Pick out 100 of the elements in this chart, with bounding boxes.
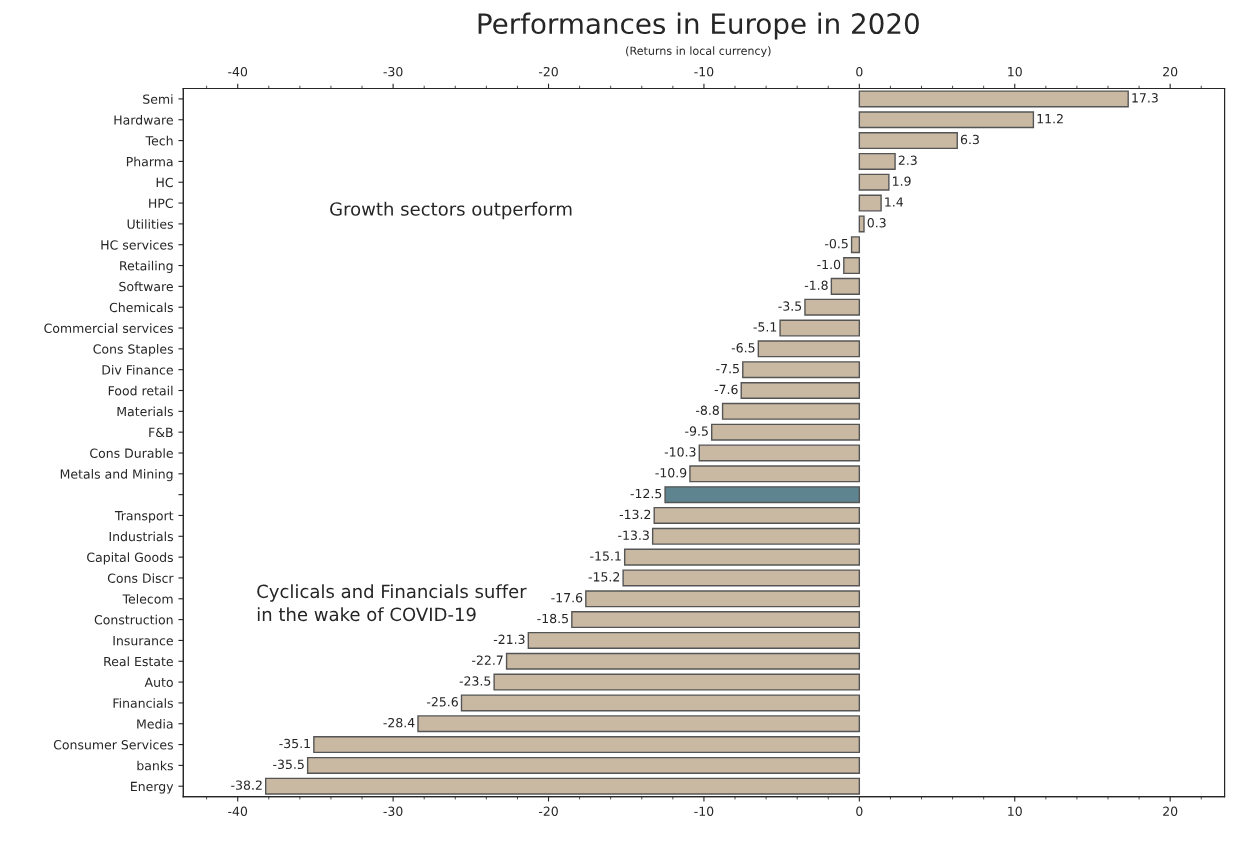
bar: [653, 506, 861, 524]
y-tick-label: Software: [119, 281, 173, 292]
y-tick-label: Div Finance: [102, 364, 173, 375]
bar: [804, 298, 861, 316]
data-label: -23.5: [459, 676, 491, 686]
y-tick-label: Cons Discr: [107, 573, 174, 583]
data-label: 6.3: [960, 134, 979, 145]
annotation: Cyclicals and Financials suffer in the wake of COVID-19: [257, 584, 527, 622]
bar: [689, 465, 861, 483]
x2-tick-label: 10: [1008, 66, 1022, 77]
y-tick-label: Metals and Mining: [60, 469, 173, 482]
chart-subtitle: (Returns in local currency): [626, 46, 771, 58]
y-tick-label: Tech: [145, 135, 173, 146]
y-tick-label: Media: [137, 718, 173, 729]
y-tick-label: HC: [156, 177, 173, 188]
bar: [622, 569, 861, 587]
bar: [698, 444, 861, 462]
y-tick-label: Financials: [113, 698, 173, 708]
y-tick-label: Real Estate: [104, 656, 173, 667]
y-tick-label: Hardware: [114, 115, 173, 125]
y-tick-label: Retailing: [120, 260, 173, 273]
bar: [843, 257, 861, 275]
data-label: -12.5: [630, 488, 662, 499]
y-tick-label: Commercial services: [44, 323, 173, 333]
x-tick-label: -20: [538, 806, 558, 817]
data-label: -6.5: [731, 343, 755, 353]
bar: [306, 756, 861, 774]
data-label: 11.2: [1037, 113, 1063, 124]
data-label: -21.3: [493, 634, 525, 645]
data-label: -35.5: [273, 759, 304, 770]
bar: [585, 590, 861, 608]
bar: [858, 173, 890, 191]
data-label: -7.6: [714, 384, 738, 395]
data-label: -17.6: [551, 592, 583, 603]
data-label: -15.2: [588, 572, 620, 582]
data-label: -1.8: [804, 280, 828, 290]
data-label: -38.2: [231, 780, 262, 790]
y-tick-label: Pharma: [126, 156, 173, 167]
y-tick-label: Insurance: [113, 636, 173, 646]
bar: [850, 236, 861, 254]
bar: [313, 736, 861, 754]
data-label: 2.3: [898, 155, 917, 166]
x-tick-label: 20: [1163, 806, 1178, 817]
data-label: -10.3: [664, 447, 696, 457]
x-tick-label: 0: [856, 806, 863, 817]
data-label: -10.9: [655, 467, 687, 478]
x-tick-label: -10: [694, 806, 714, 817]
bar: [623, 548, 861, 566]
bar: [527, 631, 861, 649]
bar: [460, 694, 861, 712]
bar: [858, 132, 958, 150]
y-tick-label: Consumer Services: [53, 739, 173, 750]
x2-tick-label: -10: [694, 66, 714, 77]
bar: [858, 194, 882, 212]
bar: [830, 277, 861, 295]
bar: [711, 423, 861, 441]
data-label: -25.6: [426, 697, 458, 707]
data-label: -7.5: [716, 364, 739, 374]
y-tick-label: Capital Goods: [87, 552, 173, 565]
data-label: -9.5: [685, 426, 708, 436]
y-tick-label: Auto: [144, 677, 173, 688]
y-tick-label: HC services: [101, 239, 173, 250]
data-label: 17.3: [1132, 93, 1158, 103]
bar: [651, 527, 861, 545]
data-label: -13.2: [619, 509, 651, 520]
bar: [571, 611, 861, 629]
bar: [493, 673, 861, 691]
y-tick-label: F&B: [149, 427, 173, 438]
data-label: 0.3: [867, 218, 886, 228]
bar: [721, 402, 861, 420]
x-tick-label: -30: [383, 806, 403, 817]
x2-tick-label: -20: [538, 66, 558, 77]
bar: [858, 215, 865, 233]
x2-tick-label: -30: [383, 66, 403, 77]
data-label: -1.0: [817, 259, 841, 270]
bar: [742, 361, 861, 379]
y-tick-label: HPC: [149, 198, 173, 208]
data-label: -15.1: [590, 551, 621, 561]
x-tick-label: -40: [228, 806, 248, 817]
y-tick-label: Utilities: [127, 219, 173, 229]
annotation: Growth sectors outperform: [330, 201, 572, 220]
x2-tick-label: 20: [1163, 66, 1178, 77]
y-tick-label: Food retail: [108, 385, 173, 396]
bar: [757, 340, 861, 358]
x2-tick-label: -40: [228, 66, 248, 77]
chart-title: Performances in Europe in 2020: [478, 12, 919, 40]
data-label: -13.3: [618, 530, 649, 540]
y-tick-label: Chemicals: [109, 302, 173, 313]
bar: [664, 486, 861, 504]
data-label: -3.5: [778, 301, 802, 311]
y-tick-label: Materials: [117, 406, 173, 417]
bar: [417, 715, 861, 733]
y-tick-label: Energy: [131, 781, 174, 794]
x2-tick-label: 0: [856, 66, 863, 77]
y-tick-label: Construction: [94, 614, 173, 625]
y-tick-label: Industrials: [109, 531, 173, 542]
data-label: -22.7: [472, 655, 503, 665]
bar: [505, 652, 861, 670]
bar: [740, 382, 861, 400]
data-label: 1.4: [885, 197, 904, 207]
